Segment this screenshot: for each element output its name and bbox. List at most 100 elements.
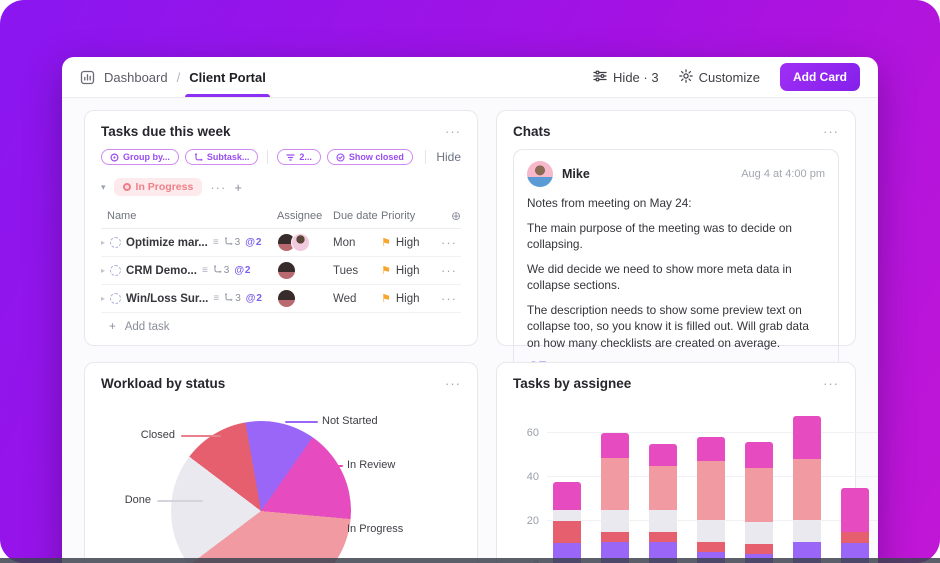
assignee-cell [277, 261, 333, 280]
stacked-bar[interactable] [601, 432, 629, 563]
filter-pill-show-closed[interactable]: Show closed [326, 149, 413, 165]
task-name[interactable]: CRM Demo... [126, 264, 197, 277]
message-paragraph: Notes from meeting on May 24: [527, 196, 692, 210]
due-date-cell[interactable]: Mon [333, 236, 356, 249]
assignee-avatar[interactable] [291, 233, 310, 252]
message-timestamp: Aug 4 at 4:00 pm [741, 168, 825, 180]
filter-pill-group-by[interactable]: Group by... [101, 149, 179, 165]
column-assignee[interactable]: Assignee [277, 210, 323, 222]
leader-line [181, 435, 221, 437]
add-task-button[interactable]: + Add task [109, 321, 170, 333]
group-add-icon[interactable]: + [234, 179, 242, 195]
pie-chart-area: Not Started In Review In Progress Done C… [85, 363, 477, 563]
bar-segment-not-started [793, 541, 821, 563]
add-column-icon[interactable]: ⊕ [450, 209, 461, 223]
breadcrumb-dashboard[interactable]: Dashboard [104, 69, 168, 85]
pie-card-menu-icon[interactable]: ··· [445, 376, 461, 391]
column-name[interactable]: Name [107, 210, 137, 222]
message-paragraph: The main purpose of the meeting was to d… [527, 220, 792, 252]
task-row[interactable]: ▸ CRM Demo... ≡ 3 @ 2 Tues ⚑ High ··· [101, 257, 461, 285]
pie-chart[interactable] [171, 421, 351, 563]
y-axis-tick: 40 [526, 470, 539, 483]
tasks-card-menu-icon[interactable]: ··· [445, 124, 461, 139]
task-name[interactable]: Win/Loss Sur... [126, 292, 209, 305]
task-status-circle[interactable] [110, 237, 122, 248]
flag-icon: ⚑ [381, 265, 391, 277]
mention-badge[interactable]: @ 2 [234, 265, 251, 276]
subtask-icon [224, 292, 233, 305]
task-row[interactable]: ▸ Optimize mar... ≡ 3 @ 2 Mon ⚑ High ··· [101, 229, 461, 257]
group-collapse-icon[interactable]: ▾ [101, 181, 106, 192]
bar-segment-done [697, 519, 725, 542]
stacked-bar[interactable] [841, 487, 869, 563]
screenshot-cut-edge [0, 558, 940, 563]
filter-icon [286, 153, 295, 162]
task-name[interactable]: Optimize mar... [126, 236, 208, 249]
filter-pill-2[interactable]: 2... [277, 149, 321, 165]
leader-line [157, 500, 203, 502]
stacked-bar[interactable] [553, 482, 581, 563]
group-menu-icon[interactable]: ··· [210, 179, 227, 195]
bar-card-menu-icon[interactable]: ··· [823, 376, 839, 391]
plus-icon: + [109, 321, 116, 333]
stacked-bar[interactable] [697, 437, 725, 563]
mention-badge[interactable]: @ 2 [245, 237, 262, 248]
bar-segment-in-review [553, 482, 581, 510]
bar-segment-closed [697, 541, 725, 552]
tasks-by-assignee-card: Tasks by assignee ··· 0204060 [496, 362, 878, 563]
chats-card-menu-icon[interactable]: ··· [823, 124, 839, 139]
leader-line [314, 529, 343, 531]
dashboard-header: Dashboard / Client Portal Hide · 3 [62, 57, 878, 98]
priority-cell[interactable]: ⚑ High [381, 264, 420, 278]
column-priority[interactable]: Priority [381, 210, 416, 222]
leader-line [311, 465, 343, 467]
status-dot-icon [122, 183, 131, 191]
workload-by-status-card: Workload by status ··· Not Started In Re… [84, 362, 478, 563]
breadcrumb: Dashboard / Client Portal [80, 57, 270, 97]
message-paragraph: We did decide we need to show more meta … [527, 261, 792, 293]
bar-segment-not-started [601, 541, 629, 563]
bar-segment-in-progress [649, 465, 677, 510]
add-card-button[interactable]: Add Card [780, 63, 860, 91]
expand-row-icon[interactable]: ▸ [101, 266, 106, 275]
customize-button[interactable]: Customize [678, 68, 760, 86]
assignee-avatar[interactable] [277, 261, 296, 280]
in-progress-group-pill[interactable]: In Progress [113, 178, 203, 196]
task-status-circle[interactable] [110, 265, 122, 276]
stacked-bar[interactable] [649, 443, 677, 563]
mention-badge[interactable]: @ 2 [245, 293, 262, 304]
column-due-date[interactable]: Due date [333, 210, 378, 222]
hide-filter-button[interactable]: Hide · 3 [593, 70, 659, 85]
pill-divider [267, 150, 269, 164]
bar-segment-in-review [697, 437, 725, 462]
priority-cell[interactable]: ⚑ High [381, 292, 420, 306]
task-menu-icon[interactable]: ··· [441, 291, 457, 306]
bar-chart: 0204060 [527, 415, 878, 563]
chats-card-title: Chats [513, 124, 551, 139]
expand-row-icon[interactable]: ▸ [101, 294, 106, 303]
breadcrumb-client-portal[interactable]: Client Portal [185, 57, 270, 97]
stacked-bar[interactable] [793, 416, 821, 563]
bar-segment-in-review [601, 432, 629, 459]
y-axis-tick: 20 [526, 514, 539, 527]
task-status-circle[interactable] [110, 293, 122, 304]
due-date-cell[interactable]: Tues [333, 264, 359, 277]
due-date-cell[interactable]: Wed [333, 292, 357, 305]
filter-pill-subtask[interactable]: Subtask... [184, 149, 259, 165]
description-icon: ≡ [201, 265, 208, 276]
tasks-hide-link[interactable]: Hide [425, 150, 461, 164]
task-row[interactable]: ▸ Win/Loss Sur... ≡ 3 @ 2 Wed ⚑ High ··· [101, 285, 461, 313]
flag-icon: ⚑ [381, 293, 391, 305]
bar-segment-not-started [841, 542, 869, 563]
priority-cell[interactable]: ⚑ High [381, 236, 420, 250]
message-body: Notes from meeting on May 24: The main pu… [527, 195, 825, 351]
stacked-bar[interactable] [745, 441, 773, 563]
task-menu-icon[interactable]: ··· [441, 263, 457, 278]
assignee-cell [277, 233, 333, 252]
task-menu-icon[interactable]: ··· [441, 235, 457, 250]
assignee-avatar[interactable] [277, 289, 296, 308]
expand-row-icon[interactable]: ▸ [101, 238, 106, 247]
message-paragraph: The description needs to show some previ… [527, 302, 809, 350]
bar-segment-not-started [649, 541, 677, 563]
task-table-header: Name Assignee Due date Priority ⊕ [101, 206, 461, 229]
